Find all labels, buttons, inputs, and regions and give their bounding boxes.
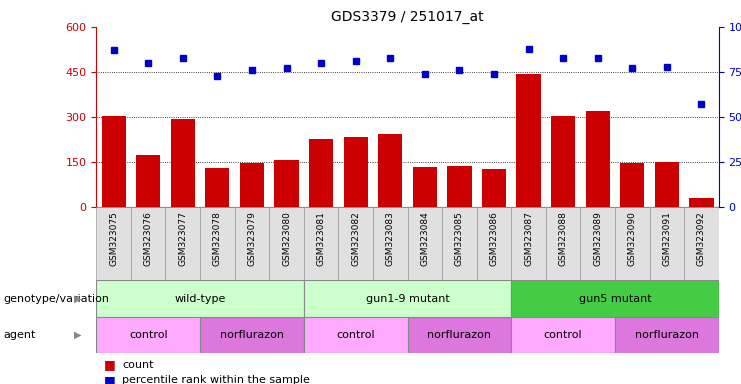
Bar xyxy=(240,163,264,207)
Text: GSM323083: GSM323083 xyxy=(386,211,395,266)
Text: ■: ■ xyxy=(104,358,116,371)
Bar xyxy=(205,168,230,207)
Bar xyxy=(615,317,719,353)
Title: GDS3379 / 251017_at: GDS3379 / 251017_at xyxy=(331,10,484,25)
Text: GSM323086: GSM323086 xyxy=(490,211,499,266)
Bar xyxy=(650,207,684,280)
Bar xyxy=(511,207,546,280)
Bar xyxy=(304,280,511,317)
Bar xyxy=(511,317,615,353)
Bar xyxy=(689,198,714,207)
Text: control: control xyxy=(544,330,582,340)
Text: GSM323088: GSM323088 xyxy=(559,211,568,266)
Bar xyxy=(448,166,471,207)
Bar xyxy=(615,207,650,280)
Bar xyxy=(620,163,645,207)
Text: GSM323085: GSM323085 xyxy=(455,211,464,266)
Text: GSM323081: GSM323081 xyxy=(316,211,325,266)
Bar xyxy=(200,317,304,353)
Text: GSM323077: GSM323077 xyxy=(179,211,187,266)
Bar xyxy=(378,134,402,207)
Text: GSM323087: GSM323087 xyxy=(524,211,533,266)
Bar xyxy=(476,207,511,280)
Text: control: control xyxy=(336,330,375,340)
Text: GSM323089: GSM323089 xyxy=(594,211,602,266)
Bar xyxy=(96,317,200,353)
Text: count: count xyxy=(122,360,154,370)
Text: GSM323076: GSM323076 xyxy=(144,211,153,266)
Text: GSM323091: GSM323091 xyxy=(662,211,671,266)
Text: ■: ■ xyxy=(104,374,116,384)
Bar xyxy=(170,119,195,207)
Bar xyxy=(580,207,615,280)
Text: GSM323075: GSM323075 xyxy=(109,211,118,266)
Bar xyxy=(482,169,506,207)
Bar xyxy=(551,116,575,207)
Text: control: control xyxy=(129,330,167,340)
Text: norflurazon: norflurazon xyxy=(635,330,699,340)
Bar xyxy=(304,317,408,353)
Bar xyxy=(274,160,299,207)
Bar xyxy=(408,317,511,353)
Bar xyxy=(235,207,269,280)
Text: GSM323090: GSM323090 xyxy=(628,211,637,266)
Text: norflurazon: norflurazon xyxy=(428,330,491,340)
Text: GSM323082: GSM323082 xyxy=(351,211,360,266)
Text: GSM323084: GSM323084 xyxy=(420,211,429,266)
Text: percentile rank within the sample: percentile rank within the sample xyxy=(122,375,310,384)
Text: GSM323092: GSM323092 xyxy=(697,211,706,266)
Text: GSM323078: GSM323078 xyxy=(213,211,222,266)
Bar xyxy=(442,207,476,280)
Text: gun5 mutant: gun5 mutant xyxy=(579,293,651,304)
Bar xyxy=(344,137,368,207)
Bar xyxy=(373,207,408,280)
Bar xyxy=(304,207,339,280)
Bar xyxy=(165,207,200,280)
Bar xyxy=(585,111,610,207)
Bar xyxy=(413,167,437,207)
Text: ▶: ▶ xyxy=(74,293,82,304)
Bar xyxy=(309,139,333,207)
Bar xyxy=(546,207,580,280)
Text: agent: agent xyxy=(4,330,36,340)
Bar xyxy=(408,207,442,280)
Text: gun1-9 mutant: gun1-9 mutant xyxy=(365,293,450,304)
Bar xyxy=(269,207,304,280)
Text: GSM323080: GSM323080 xyxy=(282,211,291,266)
Text: wild-type: wild-type xyxy=(174,293,226,304)
Bar xyxy=(339,207,373,280)
Bar xyxy=(102,116,126,207)
Text: GSM323079: GSM323079 xyxy=(247,211,256,266)
Text: ▶: ▶ xyxy=(74,330,82,340)
Text: norflurazon: norflurazon xyxy=(220,330,284,340)
Bar xyxy=(655,162,679,207)
Bar xyxy=(96,280,304,317)
Bar xyxy=(136,155,160,207)
Bar xyxy=(96,207,131,280)
Bar xyxy=(516,73,541,207)
Text: genotype/variation: genotype/variation xyxy=(4,293,110,304)
Bar xyxy=(684,207,719,280)
Bar xyxy=(511,280,719,317)
Bar xyxy=(200,207,235,280)
Bar xyxy=(131,207,165,280)
